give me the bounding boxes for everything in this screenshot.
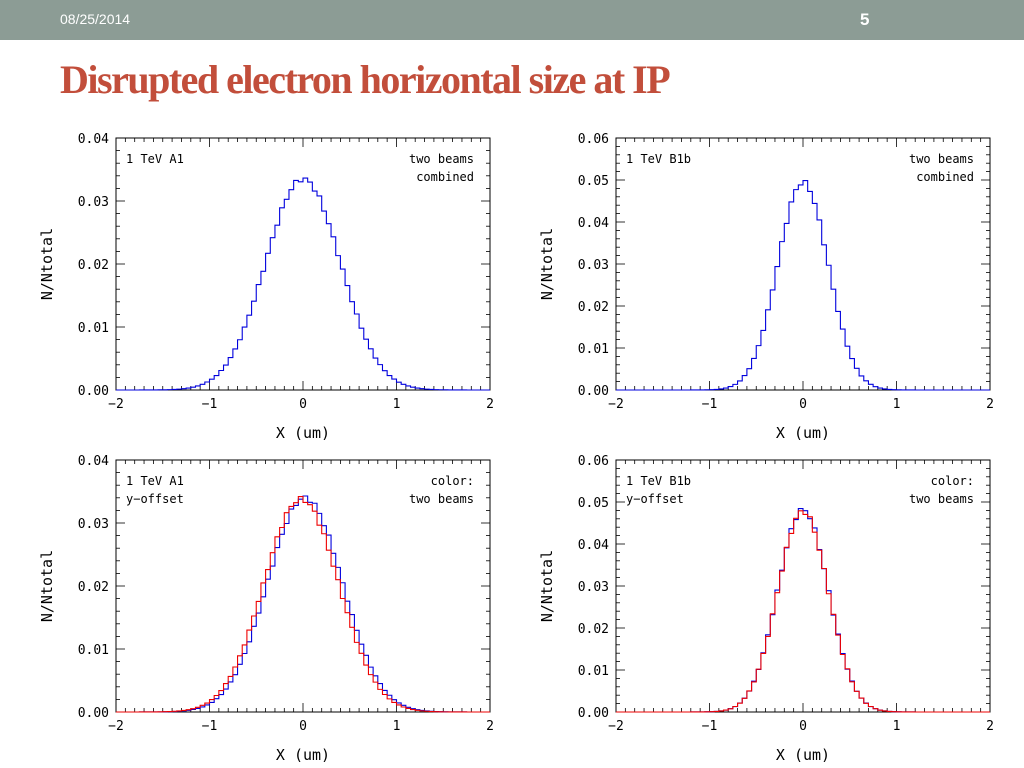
annotation-right: two beams — [409, 152, 474, 166]
x-tick-label: 0 — [299, 719, 307, 734]
x-tick-label: −2 — [608, 719, 624, 734]
annotation-left: 1 TeV B1b — [626, 152, 691, 166]
slide-title: Disrupted electron horizontal size at IP — [60, 57, 671, 102]
histogram-series-blue — [616, 508, 990, 713]
y-tick-label: 0.02 — [578, 622, 609, 637]
histogram-series-blue — [116, 177, 490, 391]
annotation-right: combined — [916, 170, 974, 184]
histogram-series-red — [116, 495, 490, 713]
y-tick-label: 0.02 — [78, 580, 109, 595]
chart-b1b-combined: −2 −1 0 1 2 0.00 0.01 0.02 0.03 0.04 0.05 0.06 X (um… — [538, 132, 994, 442]
annotation-right: color: — [431, 474, 474, 488]
chart-b1b-y-offset: −2 −1 0 1 2 0.00 0.01 0.02 0.03 0.04 0.05 0.06 X (um… — [538, 454, 994, 764]
annotation-right: combined — [416, 170, 474, 184]
x-axis-label: X (um) — [276, 746, 330, 764]
histogram-series-blue — [116, 495, 490, 713]
x-axis-label: X (um) — [276, 424, 330, 442]
annotation-left: y−offset — [126, 492, 184, 506]
x-tick-label: 1 — [893, 719, 901, 734]
y-tick-label: 0.04 — [578, 538, 609, 553]
slide-page-number: 5 — [860, 10, 870, 29]
y-tick-label: 0.06 — [578, 132, 609, 147]
y-tick-label: 0.03 — [78, 195, 109, 210]
y-tick-label: 0.01 — [578, 342, 609, 357]
x-tick-label: 2 — [486, 397, 494, 412]
x-tick-label: 1 — [893, 397, 901, 412]
y-tick-label: 0.00 — [578, 706, 609, 721]
annotation-left: y−offset — [626, 492, 684, 506]
slide-header-bar: 08/25/2014 5 — [0, 0, 1024, 40]
y-tick-label: 0.03 — [578, 258, 609, 273]
annotation-right: two beams — [909, 152, 974, 166]
y-tick-label: 0.02 — [578, 300, 609, 315]
annotation-right: two beams — [409, 492, 474, 506]
x-tick-label: −2 — [608, 397, 624, 412]
y-tick-label: 0.00 — [578, 384, 609, 399]
histogram-series-red — [616, 510, 990, 713]
histogram-series-blue — [616, 179, 990, 391]
x-tick-label: 2 — [986, 719, 994, 734]
slide-date: 08/25/2014 — [60, 11, 131, 27]
annotation-left: 1 TeV A1 — [126, 152, 184, 166]
annotation-right: two beams — [909, 492, 974, 506]
annotation-right: color: — [931, 474, 974, 488]
y-tick-label: 0.03 — [578, 580, 609, 595]
x-tick-label: −1 — [702, 397, 718, 412]
x-tick-label: 2 — [486, 719, 494, 734]
y-axis-label: N/Ntotal — [538, 550, 556, 622]
y-axis-label: N/Ntotal — [538, 228, 556, 300]
x-tick-label: 1 — [393, 397, 401, 412]
y-tick-label: 0.04 — [78, 454, 109, 469]
x-tick-label: 0 — [799, 719, 807, 734]
chart-a1-y-offset: −2 −1 0 1 2 0.00 0.01 0.02 0.03 0.04 X (um) N/Ntota… — [38, 454, 494, 764]
annotation-left: 1 TeV A1 — [126, 474, 184, 488]
y-axis-label: N/Ntotal — [38, 228, 56, 300]
y-tick-label: 0.04 — [578, 216, 609, 231]
y-tick-label: 0.03 — [78, 517, 109, 532]
y-tick-label: 0.01 — [78, 643, 109, 658]
chart-a1-combined: −2 −1 0 1 2 0.00 0.01 0.02 0.03 0.04 X (um) N/Ntota… — [38, 132, 494, 442]
annotation-left: 1 TeV B1b — [626, 474, 691, 488]
y-tick-label: 0.05 — [578, 496, 609, 511]
y-tick-label: 0.00 — [78, 706, 109, 721]
y-tick-label: 0.05 — [578, 174, 609, 189]
x-tick-label: 0 — [299, 397, 307, 412]
x-axis-label: X (um) — [776, 746, 830, 764]
y-tick-label: 0.06 — [578, 454, 609, 469]
x-tick-label: 1 — [393, 719, 401, 734]
x-tick-label: −1 — [702, 719, 718, 734]
y-tick-label: 0.01 — [578, 664, 609, 679]
y-tick-label: 0.00 — [78, 384, 109, 399]
y-tick-label: 0.02 — [78, 258, 109, 273]
x-tick-label: −2 — [108, 397, 124, 412]
x-tick-label: −1 — [202, 397, 218, 412]
x-tick-label: 2 — [986, 397, 994, 412]
y-tick-label: 0.01 — [78, 321, 109, 336]
y-axis-label: N/Ntotal — [38, 550, 56, 622]
x-tick-label: −1 — [202, 719, 218, 734]
y-tick-label: 0.04 — [78, 132, 109, 147]
x-tick-label: 0 — [799, 397, 807, 412]
x-axis-label: X (um) — [776, 424, 830, 442]
x-tick-label: −2 — [108, 719, 124, 734]
